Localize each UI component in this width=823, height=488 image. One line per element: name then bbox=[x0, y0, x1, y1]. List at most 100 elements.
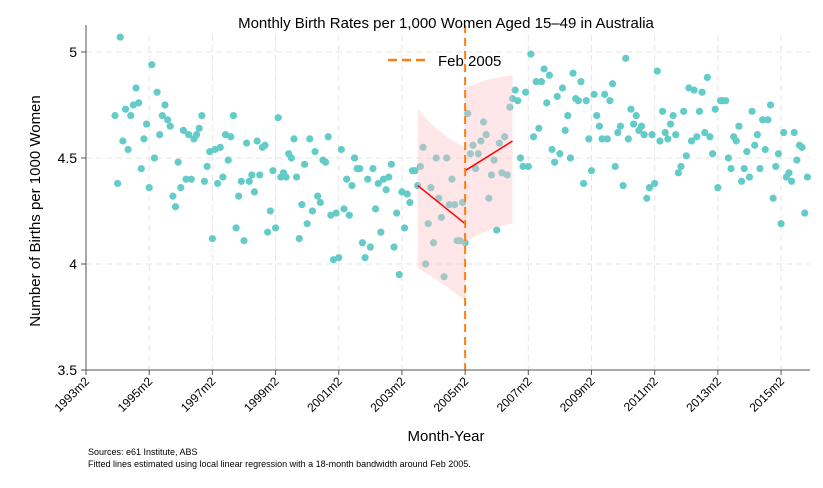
data-point bbox=[450, 201, 459, 209]
data-point bbox=[790, 128, 798, 137]
data-point bbox=[516, 154, 525, 162]
data-point bbox=[274, 114, 282, 122]
data-point bbox=[669, 111, 677, 120]
data-point bbox=[777, 220, 785, 228]
x-tick-label: 2001m2 bbox=[304, 374, 345, 415]
data-point bbox=[350, 154, 359, 162]
data-point bbox=[406, 198, 414, 207]
data-point bbox=[111, 111, 119, 120]
data-point bbox=[177, 184, 185, 192]
data-point bbox=[519, 162, 527, 171]
x-tick-label: 2005m2 bbox=[431, 374, 472, 415]
data-point bbox=[595, 122, 603, 130]
data-point bbox=[537, 78, 546, 86]
data-point bbox=[156, 131, 164, 139]
data-point bbox=[564, 111, 572, 120]
data-point bbox=[656, 137, 664, 145]
data-point bbox=[751, 141, 759, 149]
data-point bbox=[590, 90, 598, 98]
data-point bbox=[772, 162, 780, 171]
data-point bbox=[261, 141, 269, 149]
data-point bbox=[140, 135, 148, 143]
data-point bbox=[127, 111, 135, 120]
data-point bbox=[164, 116, 172, 124]
data-point bbox=[593, 111, 601, 120]
data-point bbox=[740, 164, 748, 173]
data-point bbox=[214, 179, 222, 188]
data-point bbox=[332, 209, 340, 217]
data-point bbox=[195, 124, 203, 132]
data-point bbox=[622, 54, 630, 62]
data-point bbox=[666, 120, 675, 128]
y-tick-label: 4 bbox=[69, 256, 77, 272]
data-point bbox=[200, 177, 209, 185]
data-point bbox=[598, 135, 606, 143]
y-tick-label: 5 bbox=[69, 44, 77, 60]
data-point bbox=[545, 71, 553, 79]
data-point bbox=[150, 154, 159, 162]
data-point bbox=[464, 109, 472, 118]
data-point bbox=[645, 184, 654, 192]
data-point bbox=[619, 181, 627, 190]
data-point bbox=[608, 80, 617, 88]
data-point bbox=[745, 173, 754, 181]
data-point bbox=[356, 164, 364, 173]
x-tick-label: 2015m2 bbox=[747, 374, 788, 415]
data-point bbox=[271, 224, 280, 232]
data-point bbox=[385, 173, 393, 181]
data-point bbox=[427, 184, 435, 192]
data-point bbox=[701, 128, 709, 137]
data-point bbox=[335, 254, 343, 262]
data-point bbox=[603, 135, 611, 143]
data-point bbox=[416, 162, 424, 171]
data-point bbox=[706, 133, 714, 141]
x-tick-label: 2013m2 bbox=[683, 374, 724, 415]
data-point bbox=[437, 213, 446, 221]
data-point bbox=[422, 260, 430, 268]
data-point bbox=[495, 139, 503, 147]
data-point bbox=[532, 78, 540, 86]
data-point bbox=[245, 177, 253, 185]
data-point bbox=[306, 135, 314, 143]
data-point bbox=[208, 234, 216, 243]
data-point bbox=[266, 207, 274, 215]
data-point bbox=[632, 111, 640, 120]
data-point bbox=[348, 181, 356, 190]
data-point bbox=[579, 179, 588, 188]
data-point bbox=[501, 133, 509, 141]
data-point bbox=[485, 194, 493, 202]
data-point bbox=[630, 120, 638, 128]
data-point bbox=[798, 143, 806, 151]
data-point bbox=[474, 150, 482, 158]
data-point bbox=[722, 97, 730, 105]
data-point bbox=[321, 158, 330, 166]
data-point bbox=[677, 162, 685, 171]
data-point bbox=[264, 228, 272, 236]
data-point bbox=[624, 135, 632, 143]
data-point bbox=[124, 145, 132, 154]
data-point bbox=[248, 171, 256, 179]
data-point bbox=[780, 128, 788, 137]
data-point bbox=[687, 137, 696, 145]
data-point bbox=[548, 145, 556, 154]
data-point bbox=[308, 207, 317, 215]
data-point bbox=[290, 135, 298, 143]
data-point bbox=[158, 111, 166, 120]
data-point bbox=[237, 177, 245, 185]
data-point bbox=[556, 150, 564, 158]
data-point bbox=[766, 101, 775, 109]
data-point bbox=[535, 124, 543, 132]
data-point bbox=[735, 122, 743, 130]
data-point bbox=[661, 128, 669, 137]
x-tick-label: 2011m2 bbox=[621, 374, 661, 414]
data-point bbox=[314, 192, 322, 200]
data-point bbox=[743, 148, 751, 156]
fit-line-right bbox=[464, 140, 513, 172]
data-point bbox=[793, 156, 801, 164]
data-point bbox=[711, 105, 719, 113]
data-point bbox=[250, 188, 259, 196]
data-point bbox=[282, 173, 290, 181]
data-point bbox=[606, 97, 614, 105]
data-point bbox=[487, 171, 496, 179]
